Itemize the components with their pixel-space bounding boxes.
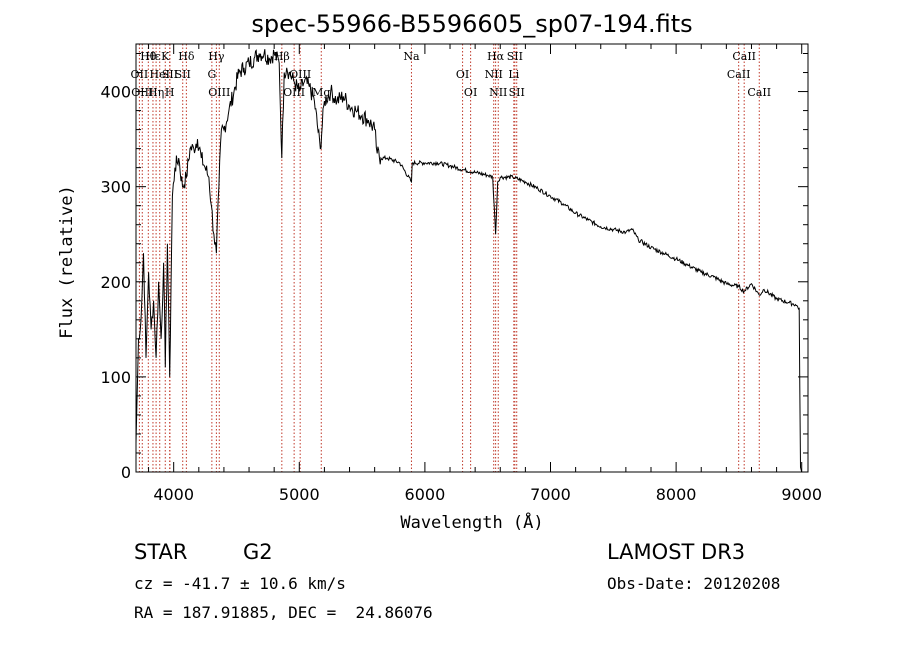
x-axis-label: Wavelength (Å) (400, 511, 543, 533)
spectral-line-label: Hδ (178, 50, 195, 63)
spectral-line-label: CaII (747, 86, 771, 99)
object-class: STAR (134, 540, 188, 564)
spectral-line-label: K (161, 50, 170, 63)
spectral-line-label: NII (485, 68, 503, 81)
spectral-line-label: Hη (148, 86, 164, 99)
plot-frame (135, 43, 809, 473)
spectral-line-label: SII (175, 68, 191, 81)
obs-date-text: Obs-Date: 20120208 (607, 574, 781, 593)
spectral-line-label: H (165, 86, 175, 99)
spectral-line-label: HeI (150, 68, 170, 81)
x-tick-label: 6000 (405, 485, 446, 504)
x-tick-label: 8000 (656, 485, 697, 504)
spectral-line-label: OIII (283, 86, 305, 99)
x-tick-label: 5000 (279, 485, 320, 504)
y-axis: 0 100 200 300 400 (100, 53, 808, 482)
spectral-line-label: SII (509, 86, 525, 99)
spectral-line-label: NII (489, 86, 507, 99)
spectral-line-label: OII (131, 68, 149, 81)
spectral-line-label: CaII (732, 50, 756, 63)
x-axis: 4000 5000 6000 7000 8000 9000 (148, 44, 822, 504)
x-tick-label: 9000 (781, 485, 822, 504)
x-tick-label: 7000 (530, 485, 571, 504)
spectral-line-label: SII (507, 50, 523, 63)
spectral-line-label: Hθ (140, 50, 157, 63)
spectral-line-label: OI (464, 86, 477, 99)
spectral-line-label: Hγ (208, 50, 225, 63)
x-tick-label: 4000 (153, 485, 194, 504)
y-tick-label: 0 (121, 463, 131, 482)
spectral-line-label: SII (162, 68, 178, 81)
chart-title: spec-55966-B5596605_sp07-194.fits (251, 10, 692, 38)
spectrum-series-line (135, 49, 803, 473)
y-tick-label: 300 (100, 178, 131, 197)
coordinates-text: RA = 187.91885, DEC = 24.86076 (134, 603, 433, 622)
spectral-line-label: OI (456, 68, 469, 81)
y-tick-label: 100 (100, 368, 131, 387)
spectral-line-label: Hε (145, 50, 161, 63)
spectral-line-label: OIII (131, 86, 153, 99)
spectral-line-labels: HθOIIOIIIHεHeIHηKSIIHHδSIIOIIIHγGOIIIHβO… (131, 50, 772, 99)
y-tick-label: 400 (100, 83, 131, 102)
spectral-lines (138, 44, 760, 472)
spectral-line-label: Li (508, 68, 519, 81)
object-subclass: G2 (243, 540, 273, 564)
y-tick-label: 200 (100, 273, 131, 292)
spectral-line-label: Hβ (274, 50, 290, 63)
spectral-line-label: CaII (727, 68, 751, 81)
y-axis-label: Flux (relative) (57, 185, 77, 339)
spectral-line-label: Na (403, 50, 420, 63)
spectral-line-label: OIII (208, 86, 230, 99)
survey-name: LAMOST DR3 (607, 540, 746, 564)
spectral-line-label: G (207, 68, 216, 81)
spectral-line-label: Hα (487, 50, 505, 63)
redshift-text: cz = -41.7 ± 10.6 km/s (134, 574, 346, 593)
